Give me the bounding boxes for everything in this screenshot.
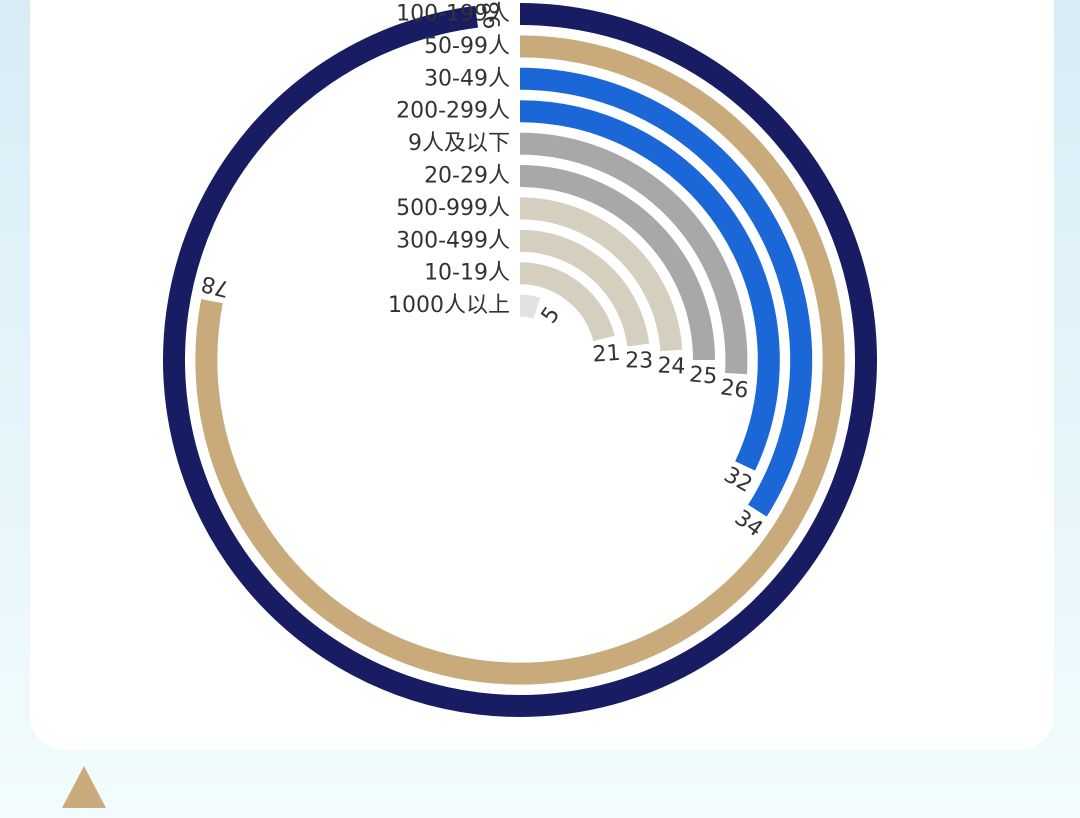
value-label-10-19: 21 [592,341,622,368]
value-label-50-99: 78 [199,270,232,301]
arc-bar-500-999 [519,197,683,352]
category-label-30-49: 30-49人 [424,66,510,91]
value-label-100-199: 98 [479,0,506,30]
arc-bar-30-49 [519,67,813,517]
value-label-1000plus: 5 [537,302,566,328]
arc-bar-100-199 [163,3,877,717]
triangle-marker-icon [62,766,106,808]
category-label-20-29: 20-29人 [424,164,510,189]
arc-bar-300-499 [519,229,650,347]
category-label-50-99: 50-99人 [424,34,510,59]
value-label-300-499: 23 [625,348,653,373]
arc-bar-50-99 [195,35,845,685]
category-label-10-19: 10-19人 [424,261,510,286]
arc-bar-9-or-less [519,132,748,375]
value-label-9-or-less: 26 [719,375,750,404]
value-label-500-999: 24 [657,353,686,379]
category-label-500-999: 500-999人 [396,196,510,221]
category-label-1000plus: 1000人以上 [388,293,510,318]
category-label-9-or-less: 9人及以下 [408,131,510,156]
arc-bar-200-299 [519,100,780,471]
category-label-200-299: 200-299人 [396,99,510,124]
category-label-300-499: 300-499人 [396,228,510,253]
category-label-100-199: 100-199人 [396,2,510,27]
value-label-20-29: 25 [688,362,718,389]
arc-bar-10-19 [519,262,615,342]
arc-bar-1000plus [519,294,541,319]
arc-bar-20-29 [519,165,715,361]
